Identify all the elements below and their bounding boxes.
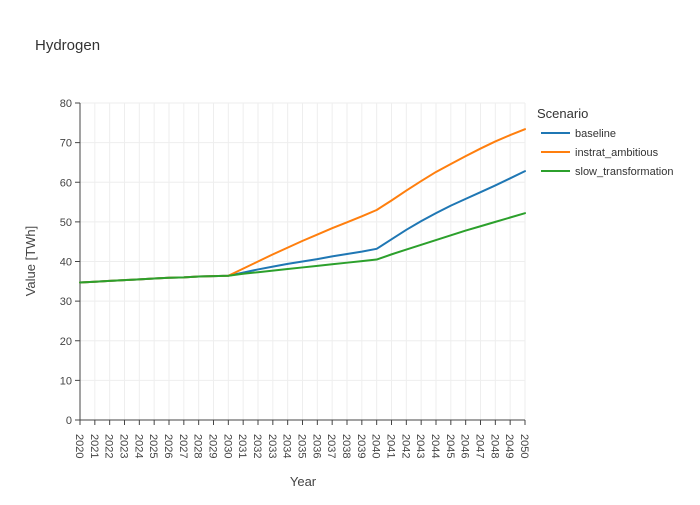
x-tick-label: 2025 bbox=[147, 434, 159, 458]
x-tick-label: 2032 bbox=[251, 434, 263, 458]
legend-item-slow-transformation[interactable]: slow_transformation bbox=[541, 166, 673, 178]
x-tick-label: 2027 bbox=[177, 434, 189, 458]
x-tick-label: 2037 bbox=[325, 434, 337, 458]
legend-item-baseline[interactable]: baseline bbox=[541, 128, 616, 140]
x-tick-label: 2045 bbox=[444, 434, 456, 458]
x-tick-label: 2048 bbox=[488, 434, 500, 458]
x-tick-label: 2026 bbox=[162, 434, 174, 458]
y-tick-label: 0 bbox=[66, 415, 72, 427]
x-tick-label: 2024 bbox=[132, 434, 144, 458]
x-tick-label: 2020 bbox=[73, 434, 85, 458]
x-tick-label: 2038 bbox=[340, 434, 352, 458]
legend: Scenario baseline instrat_ambitious slow_t… bbox=[537, 106, 673, 178]
x-tick-label: 2033 bbox=[266, 434, 278, 458]
x-tick-label: 2035 bbox=[296, 434, 308, 458]
series-lines bbox=[79, 128, 526, 284]
legend-label: baseline bbox=[575, 128, 616, 140]
x-tick-label: 2050 bbox=[518, 434, 530, 458]
x-tick-label: 2046 bbox=[459, 434, 471, 458]
legend-label: instrat_ambitious bbox=[575, 147, 659, 159]
series-line-slow-transformation bbox=[79, 212, 526, 284]
x-tick-label: 2043 bbox=[414, 434, 426, 458]
y-tick-label: 30 bbox=[60, 296, 72, 308]
y-tick-label: 80 bbox=[60, 98, 72, 110]
x-tick-label: 2049 bbox=[503, 434, 515, 458]
x-tick-label: 2042 bbox=[399, 434, 411, 458]
chart-title: Hydrogen bbox=[35, 37, 100, 54]
y-axis-title: Value [TWh] bbox=[23, 226, 38, 297]
y-tick-label: 40 bbox=[60, 257, 72, 269]
x-tick-label: 2030 bbox=[221, 434, 233, 458]
x-tick-label: 2031 bbox=[236, 434, 248, 458]
x-tick-label: 2028 bbox=[192, 434, 204, 458]
legend-item-instrat-ambitious[interactable]: instrat_ambitious bbox=[541, 147, 659, 159]
x-tick-label: 2034 bbox=[281, 434, 293, 458]
x-tick-label: 2029 bbox=[207, 434, 219, 458]
axes: 2020 2021 2022 2023 2024 2025 2026 2027 2028 2029… bbox=[60, 98, 530, 458]
y-tick-label: 50 bbox=[60, 217, 72, 229]
x-tick-label: 2047 bbox=[474, 434, 486, 458]
y-tick-label: 10 bbox=[60, 375, 72, 387]
x-tick-label: 2041 bbox=[385, 434, 397, 458]
y-tick-label: 60 bbox=[60, 177, 72, 189]
y-tick-label: 20 bbox=[60, 336, 72, 348]
legend-label: slow_transformation bbox=[575, 166, 673, 178]
legend-title: Scenario bbox=[537, 106, 588, 121]
y-tick-label: 70 bbox=[60, 138, 72, 150]
x-axis-title: Year bbox=[290, 474, 317, 489]
x-tick-label: 2021 bbox=[88, 434, 100, 458]
x-tick-label: 2022 bbox=[103, 434, 115, 458]
x-tick-label: 2036 bbox=[310, 434, 322, 458]
x-tick-label: 2040 bbox=[370, 434, 382, 458]
x-tick-label: 2044 bbox=[429, 434, 441, 458]
x-tick-label: 2039 bbox=[355, 434, 367, 458]
x-tick-label: 2023 bbox=[118, 434, 130, 458]
